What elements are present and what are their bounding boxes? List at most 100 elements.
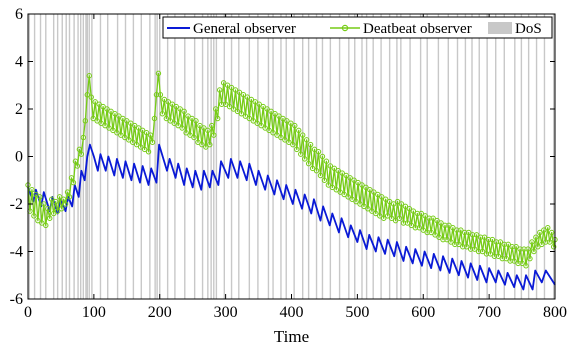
series-1-point-96 [215, 115, 221, 122]
series-1-point-10 [45, 206, 51, 212]
series-1-point-43 [110, 127, 116, 134]
series-1-point-79 [181, 108, 187, 115]
series-1-point-111 [244, 94, 251, 100]
series-1-point-152 [325, 182, 332, 188]
series-1-point-49 [122, 134, 128, 141]
series-1-point-100 [222, 101, 229, 107]
series-1-point-95 [213, 106, 219, 112]
series-1-point-97 [216, 87, 223, 93]
series-1-point-150 [321, 177, 328, 183]
series-1-point-76 [175, 122, 181, 129]
series-1-point-11 [47, 215, 53, 221]
series-1-point-113 [248, 96, 255, 103]
series-1-point-219 [458, 227, 464, 233]
series-1-point-134 [290, 141, 296, 148]
series-1-point-252 [523, 263, 529, 269]
x-tick-label-1: 100 [82, 304, 106, 321]
series-1-point-193 [406, 206, 413, 212]
plot-background [28, 14, 555, 299]
series-1-point-218 [456, 241, 462, 248]
series-1-point-48 [120, 115, 126, 122]
series-1-point-87 [197, 122, 203, 129]
series-1-point-189 [398, 201, 405, 207]
series-1-point-22 [68, 175, 75, 181]
series-1-point-38 [100, 103, 106, 110]
series-1-point-70 [163, 115, 170, 122]
series-1-point-242 [503, 255, 509, 262]
series-1-point-15 [54, 208, 61, 214]
series-1-point-101 [224, 82, 231, 88]
series-1-point-94 [211, 132, 217, 138]
series-1-point-28 [80, 134, 87, 141]
series-1-point-123 [268, 108, 274, 115]
series-1-point-85 [193, 118, 199, 124]
x-tick-label-0: 0 [24, 304, 32, 321]
x-tick-label-6: 600 [411, 304, 435, 321]
series-1-point-140 [301, 156, 308, 162]
series-1-point-45 [114, 130, 120, 136]
series-1-point-143 [307, 141, 314, 148]
series-1-point-3 [31, 213, 37, 219]
y-tick-label-1: -4 [10, 244, 23, 261]
series-1-point-8 [41, 201, 47, 207]
series-1-point-9 [43, 222, 49, 229]
y-tick-label-0: -6 [10, 291, 23, 308]
series-1-point-122 [266, 127, 272, 134]
series-1-point-199 [418, 210, 424, 217]
series-line-1 [27, 72, 556, 267]
series-1-point-39 [102, 122, 108, 129]
series-1-point-172 [365, 206, 371, 212]
series-1-point-42 [108, 108, 114, 115]
series-1-point-209 [438, 220, 444, 226]
series-1-point-5 [35, 217, 41, 224]
series-1-point-63 [149, 139, 156, 145]
series-1-point-58 [139, 127, 146, 134]
series-1-point-36 [96, 101, 102, 107]
series-1-point-167 [355, 179, 361, 186]
series-1-point-32 [88, 94, 94, 100]
series-1-point-99 [220, 80, 227, 86]
series-1-point-91 [205, 127, 211, 134]
series-line-0 [27, 143, 556, 291]
series-1-point-17 [58, 206, 65, 212]
x-tick-label-4: 400 [280, 304, 304, 321]
series-1-point-64 [151, 115, 158, 122]
series-1-point-125 [272, 111, 278, 117]
legend-swatch-dos [488, 22, 512, 34]
series-1-point-35 [94, 118, 100, 124]
series-1-point-131 [284, 118, 290, 124]
series-1-point-170 [361, 203, 367, 210]
series-1-point-235 [489, 236, 496, 243]
series-1-point-72 [167, 118, 173, 124]
legend-label-deadbeat: Deatbeat observer [363, 21, 472, 37]
series-1-point-110 [242, 113, 249, 119]
series-1-point-261 [541, 227, 547, 233]
series-1-point-194 [408, 222, 415, 229]
series-1-point-144 [309, 165, 316, 172]
series-1-point-250 [519, 260, 525, 267]
series-1-point-104 [230, 106, 237, 112]
series-1-point-222 [464, 244, 470, 250]
series-1-point-177 [375, 191, 381, 198]
series-1-point-191 [402, 203, 409, 210]
series-1-point-7 [39, 220, 45, 226]
series-1-point-55 [133, 141, 140, 148]
series-1-point-74 [171, 120, 177, 126]
series-1-point-124 [270, 130, 276, 136]
series-1-point-157 [335, 168, 341, 174]
series-1-point-121 [264, 106, 270, 112]
legend-marker-deadbeat [341, 24, 349, 32]
series-1-point-103 [228, 84, 235, 91]
series-1-point-46 [116, 113, 122, 119]
series-1-point-166 [353, 198, 359, 205]
series-1-point-192 [404, 220, 411, 226]
series-1-point-112 [246, 115, 253, 122]
series-1-point-77 [177, 106, 183, 112]
series-1-point-30 [84, 92, 90, 98]
series-1-point-117 [256, 101, 262, 107]
series-1-point-106 [234, 108, 241, 115]
series-1-point-4 [33, 191, 39, 198]
series-1-point-18 [60, 196, 67, 202]
series-1-point-19 [62, 201, 69, 207]
